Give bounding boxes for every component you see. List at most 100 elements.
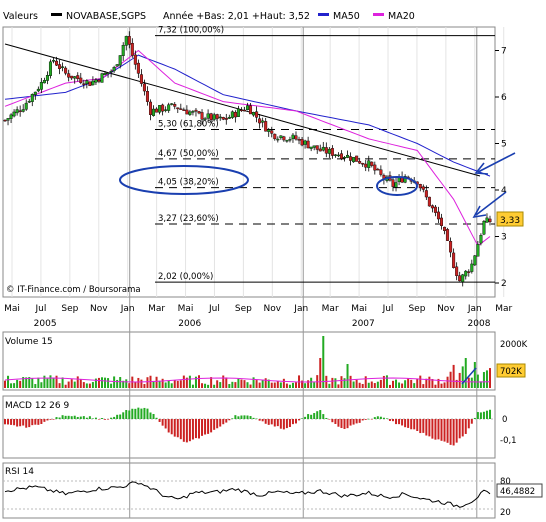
macd-bar <box>464 419 467 434</box>
macd-panel <box>2 395 496 459</box>
x-month-label: Mar <box>495 304 512 314</box>
volume-bar <box>431 378 434 388</box>
volume-bar <box>222 375 225 388</box>
macd-bar <box>31 419 34 426</box>
candle-body <box>194 109 198 112</box>
candle-body <box>200 112 204 120</box>
candle-body <box>64 67 68 74</box>
volume-bar <box>364 376 367 388</box>
macd-bar <box>228 419 231 421</box>
macd-bar <box>428 419 431 437</box>
macd-bar <box>452 419 455 446</box>
macd-bar <box>91 418 94 419</box>
macd-bar <box>443 419 446 442</box>
volume-bar <box>19 380 22 388</box>
candle-body <box>336 154 340 157</box>
candle-body <box>361 163 365 165</box>
candle-body <box>433 206 437 213</box>
volume-bar <box>458 372 461 388</box>
x-month-label: Mai <box>4 304 20 314</box>
x-month-label: Mai <box>178 304 194 314</box>
candle-body <box>294 135 298 140</box>
macd-bar <box>40 419 43 424</box>
volume-bar <box>410 379 413 388</box>
candle-body <box>167 104 171 111</box>
volume-bar <box>331 377 334 388</box>
macd-bar <box>194 419 197 439</box>
volume-bar <box>322 336 325 388</box>
volume-bar <box>61 377 64 388</box>
volume-bar <box>291 382 294 388</box>
volume-bar <box>16 379 19 388</box>
macd-bar <box>231 418 234 419</box>
candle-body <box>221 117 225 120</box>
fib-level-label: 3,27 (23,60%) <box>158 214 219 224</box>
candle-body <box>245 105 249 110</box>
candle-body <box>346 154 350 158</box>
candle-body <box>427 196 431 207</box>
macd-bar <box>246 415 249 419</box>
fib-level-label: 5,30 (61,80%) <box>158 120 219 130</box>
x-axis: Mai Jul Sep Nov Jan Mar Mai Jul Sep Nov Jan Mar Mai J… <box>4 304 512 329</box>
volume-bar <box>470 377 473 388</box>
macd-bar <box>201 419 204 436</box>
volume-bar <box>213 384 216 388</box>
macd-bar <box>198 419 200 439</box>
macd-bar <box>46 419 49 421</box>
x-month-label: Jul <box>208 304 220 314</box>
macd-bar <box>395 419 398 425</box>
macd-bar <box>191 419 194 440</box>
fib-level-label: 7,32 (100,00%) <box>158 26 224 36</box>
volume-bar <box>313 382 316 388</box>
macd-bar <box>410 419 413 430</box>
volume-bar <box>452 364 455 388</box>
candle-body <box>476 244 480 257</box>
volume-bar <box>401 383 404 388</box>
last-price-value: 3,33 <box>500 216 520 226</box>
candle-body <box>470 263 474 272</box>
macd-bar <box>152 413 155 419</box>
candle-body <box>273 133 277 140</box>
macd-bar <box>373 417 376 419</box>
volume-bar <box>407 378 410 388</box>
candle-body <box>315 145 319 150</box>
volume-bar <box>395 379 398 388</box>
candle-body <box>61 66 65 68</box>
macd-bar <box>319 410 322 419</box>
candle-body <box>212 114 216 120</box>
macd-bar <box>425 419 428 436</box>
volume-bar <box>134 382 137 388</box>
macd-bar <box>7 419 10 425</box>
macd-bar <box>370 419 373 420</box>
volume-bar <box>279 382 282 388</box>
candle-body <box>182 109 186 111</box>
candle-body <box>82 83 86 85</box>
macd-bar <box>28 419 31 428</box>
candle-body <box>467 271 471 273</box>
volume-bar <box>361 383 364 388</box>
macd-bar <box>58 417 61 419</box>
volume-bar <box>252 377 255 388</box>
volume-bar <box>64 384 67 388</box>
candle-body <box>309 146 313 149</box>
arrow-annotation-1 <box>474 152 516 175</box>
candle-body <box>461 274 465 283</box>
macd-bar <box>125 410 128 419</box>
macd-bar <box>240 415 243 419</box>
macd-bar <box>413 419 416 430</box>
volume-bar <box>413 383 416 388</box>
candle-body <box>109 71 113 73</box>
candle-body <box>473 255 477 266</box>
macd-bar <box>158 419 161 422</box>
x-month-label: Mar <box>148 304 165 314</box>
candle-body <box>288 139 292 141</box>
volume-bar <box>234 382 237 388</box>
macd-bar <box>146 408 149 419</box>
macd-bar <box>4 419 6 425</box>
header-symbol: NOVABASE,SGPS <box>66 11 146 22</box>
volume-bar <box>52 378 55 388</box>
volume-bar <box>273 382 276 388</box>
candle-body <box>67 73 71 78</box>
volume-bar <box>101 377 103 388</box>
